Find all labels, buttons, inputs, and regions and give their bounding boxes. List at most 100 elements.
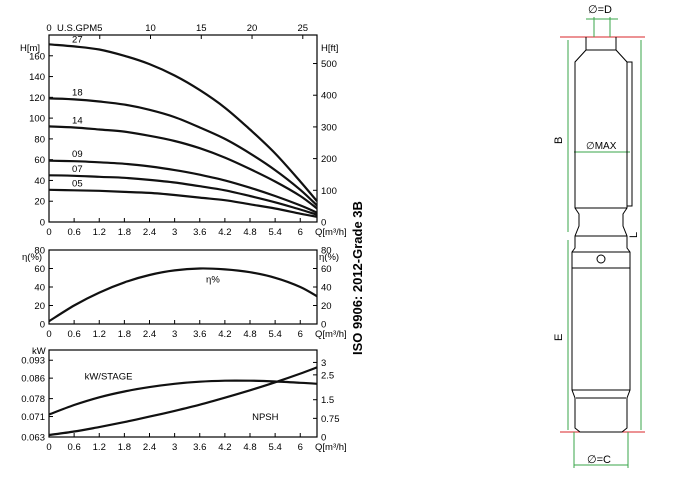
head-plot-frame bbox=[48, 34, 318, 223]
eff-x-tick-label: 0.6 bbox=[68, 329, 81, 340]
head-curve-label: 18 bbox=[72, 87, 83, 98]
head-curve-27 bbox=[48, 43, 318, 202]
head-curve-label: 05 bbox=[72, 178, 83, 189]
head-x-tick-label: 3.6 bbox=[193, 227, 206, 238]
head-y-tick-label: 60 bbox=[34, 155, 45, 166]
head-y-tick-label: 20 bbox=[34, 197, 45, 208]
eff-y2-tick-label: 20 bbox=[321, 301, 332, 312]
head-curve-07 bbox=[48, 174, 318, 216]
dim-label-b: B bbox=[553, 137, 565, 144]
head-curve-18 bbox=[48, 97, 318, 207]
head-y2-tick-label: 200 bbox=[321, 154, 337, 165]
head-x-axis-label: Q[m³/h] bbox=[315, 227, 347, 238]
eff-y2-tick-label: 0 bbox=[321, 320, 326, 331]
eff-x-tick-label: 2.4 bbox=[143, 329, 156, 340]
eff-x-tick-label: 4.8 bbox=[243, 329, 256, 340]
power-x-tick-label: 4.8 bbox=[243, 442, 256, 453]
power-y-tick-label: 0.063 bbox=[21, 433, 45, 444]
gpm-axis-label: U.S.GPM bbox=[57, 23, 97, 34]
npsh-y2-tick-label: 0 bbox=[321, 433, 326, 444]
head-x-tick-label: 3 bbox=[172, 227, 177, 238]
power-x-tick-label: 5.4 bbox=[269, 442, 282, 453]
dim-label-max: ∅MAX bbox=[586, 141, 617, 152]
power-x-tick-label: 0.6 bbox=[68, 442, 81, 453]
kw-stage-label: kW/STAGE bbox=[85, 371, 133, 382]
power-x-tick-label: 2.4 bbox=[143, 442, 156, 453]
power-y-tick-label: 0.093 bbox=[21, 356, 45, 367]
head-curve-label: 27 bbox=[72, 34, 83, 45]
eff-y2-tick-label: 80 bbox=[321, 246, 332, 257]
npsh-label: NPSH bbox=[252, 412, 279, 423]
npsh-curve bbox=[48, 366, 318, 437]
eff-x-tick-label: 0 bbox=[46, 329, 51, 340]
eff-y-tick-label: 20 bbox=[34, 301, 45, 312]
power-x-tick-label: 1.8 bbox=[118, 442, 131, 453]
eff-y2-tick-label: 60 bbox=[321, 264, 332, 275]
head-y-tick-label: 0 bbox=[40, 218, 45, 229]
head-y-tick-label: 160 bbox=[29, 51, 45, 62]
pump-outline bbox=[571, 37, 631, 433]
head-x-tick-label: 1.8 bbox=[118, 227, 131, 238]
pump-cable-guard bbox=[627, 61, 633, 207]
head-right-axis-label: H[ft] bbox=[321, 43, 338, 54]
head-curve-label: 14 bbox=[72, 115, 83, 126]
power-y-tick-label: 0.078 bbox=[21, 394, 45, 405]
head-curve-05 bbox=[48, 188, 318, 218]
eff-x-tick-label: 3 bbox=[172, 329, 177, 340]
eff-right-axis-label: η(%) bbox=[319, 252, 339, 263]
head-curve-label: 09 bbox=[72, 149, 83, 160]
power-x-tick-label: 0 bbox=[46, 442, 51, 453]
head-curve-09 bbox=[48, 159, 318, 214]
eff-x-tick-label: 3.6 bbox=[193, 329, 206, 340]
efficiency-plot-frame bbox=[48, 249, 318, 325]
head-y2-tick-label: 400 bbox=[321, 91, 337, 102]
eff-x-tick-label: 5.4 bbox=[269, 329, 282, 340]
eff-x-axis-label: Q[m³/h] bbox=[315, 329, 347, 340]
power-plot-frame bbox=[48, 349, 318, 438]
eff-y-tick-label: 80 bbox=[34, 246, 45, 257]
dim-label-top: ∅=D bbox=[588, 4, 612, 16]
gpm-tick-label: 20 bbox=[247, 23, 258, 34]
efficiency-curve bbox=[48, 267, 318, 323]
eff-x-tick-label: 1.8 bbox=[118, 329, 131, 340]
head-y-tick-label: 120 bbox=[29, 93, 45, 104]
power-y-tick-label: 0.071 bbox=[21, 412, 45, 423]
head-y2-tick-label: 100 bbox=[321, 186, 337, 197]
power-axis-label: kW bbox=[32, 346, 46, 357]
head-x-tick-label: 4.2 bbox=[218, 227, 231, 238]
power-x-tick-label: 6 bbox=[298, 442, 303, 453]
head-x-tick-label: 4.8 bbox=[243, 227, 256, 238]
head-y2-tick-label: 0 bbox=[321, 218, 326, 229]
eff-y-tick-label: 60 bbox=[34, 264, 45, 275]
head-y-tick-label: 140 bbox=[29, 72, 45, 83]
head-x-tick-label: 5.4 bbox=[269, 227, 282, 238]
pump-dimension-drawing: ∅=D ∅MAX ∅=C B E L bbox=[553, 4, 645, 468]
eff-y-tick-label: 0 bbox=[40, 320, 45, 331]
dim-label-bottom: ∅=C bbox=[587, 454, 611, 466]
gpm-tick-label: 0 bbox=[46, 23, 51, 34]
eff-x-tick-label: 6 bbox=[298, 329, 303, 340]
power-x-tick-label: 4.2 bbox=[218, 442, 231, 453]
head-y-tick-label: 40 bbox=[34, 176, 45, 187]
head-x-tick-label: 0 bbox=[46, 227, 51, 238]
power-x-axis-label: Q[m³/h] bbox=[315, 442, 347, 453]
head-y2-tick-label: 500 bbox=[321, 59, 337, 70]
eff-x-tick-label: 1.2 bbox=[93, 329, 106, 340]
power-x-tick-label: 1.2 bbox=[93, 442, 106, 453]
head-curve-14 bbox=[48, 125, 318, 210]
head-x-tick-label: 6 bbox=[298, 227, 303, 238]
eff-y2-tick-label: 40 bbox=[321, 283, 332, 294]
standard-label: ISO 9906: 2012-Grade 3B bbox=[350, 201, 365, 355]
npsh-y2-tick-label: 1.5 bbox=[321, 395, 334, 406]
power-x-tick-label: 3 bbox=[172, 442, 177, 453]
eff-y-tick-label: 40 bbox=[34, 283, 45, 294]
power-x-tick-label: 3.6 bbox=[193, 442, 206, 453]
head-y2-tick-label: 300 bbox=[321, 122, 337, 133]
gpm-tick-label: 25 bbox=[297, 23, 308, 34]
npsh-y2-tick-label: 0.75 bbox=[321, 414, 340, 425]
head-x-tick-label: 0.6 bbox=[68, 227, 81, 238]
head-x-tick-label: 1.2 bbox=[93, 227, 106, 238]
pump-intake-hole bbox=[596, 254, 606, 264]
gpm-tick-label: 10 bbox=[145, 23, 156, 34]
